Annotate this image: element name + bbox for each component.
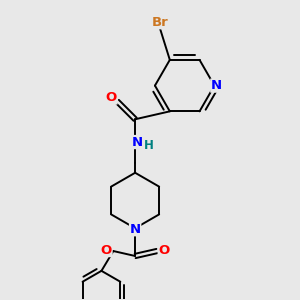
Text: O: O	[158, 244, 169, 256]
Text: Br: Br	[152, 16, 168, 29]
Text: N: N	[211, 79, 222, 92]
Text: N: N	[132, 136, 143, 148]
Text: H: H	[144, 139, 154, 152]
Text: O: O	[106, 91, 117, 104]
Text: O: O	[101, 244, 112, 256]
Text: N: N	[130, 223, 141, 236]
